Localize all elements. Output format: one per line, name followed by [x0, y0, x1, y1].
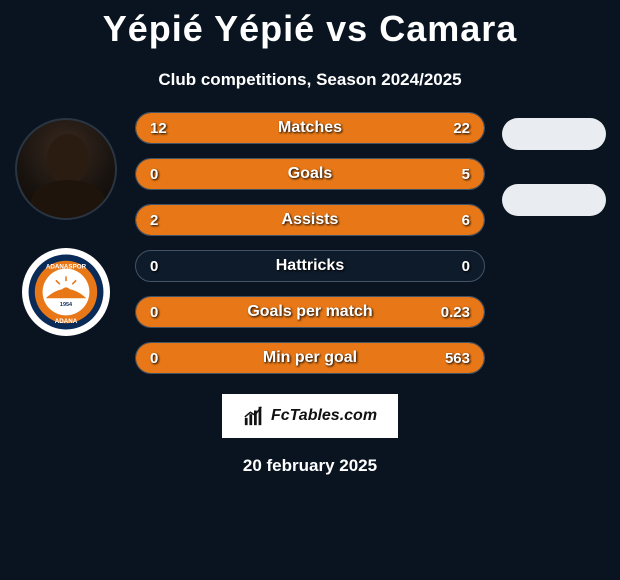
stat-row: 12Matches22 — [135, 112, 485, 144]
stat-right-value: 22 — [453, 120, 470, 137]
brand-badge: FcTables.com — [222, 394, 398, 438]
comparison-area: ADANASPOR 1954 ADANA 12Matches220Goals52… — [0, 112, 620, 374]
chart-icon — [243, 405, 265, 427]
player-avatar-left — [15, 118, 117, 220]
stat-row: 0Min per goal563 — [135, 342, 485, 374]
stat-row: 2Assists6 — [135, 204, 485, 236]
brand-text: FcTables.com — [271, 407, 377, 425]
crest-icon: ADANASPOR 1954 ADANA — [27, 253, 105, 331]
stat-label: Matches — [136, 119, 484, 137]
stat-row: 0Goals5 — [135, 158, 485, 190]
left-column: ADANASPOR 1954 ADANA — [1, 112, 131, 336]
stat-right-value: 0.23 — [441, 304, 470, 321]
footer-date: 20 february 2025 — [0, 456, 620, 476]
club-crest-right-placeholder — [502, 184, 606, 216]
page-title: Yépié Yépié vs Camara — [0, 0, 620, 50]
player-avatar-right-placeholder — [502, 118, 606, 150]
stat-label: Hattricks — [136, 257, 484, 275]
stat-label: Goals per match — [136, 303, 484, 321]
svg-text:ADANA: ADANA — [55, 318, 78, 325]
stat-right-value: 6 — [462, 212, 470, 229]
club-crest-left: ADANASPOR 1954 ADANA — [22, 248, 110, 336]
stat-row: 0Hattricks0 — [135, 250, 485, 282]
stat-rows: 12Matches220Goals52Assists60Hattricks00G… — [135, 112, 485, 374]
stat-right-value: 563 — [445, 350, 470, 367]
right-column — [489, 112, 619, 216]
stat-right-value: 0 — [462, 258, 470, 275]
svg-text:ADANASPOR: ADANASPOR — [46, 264, 87, 271]
stat-label: Goals — [136, 165, 484, 183]
stat-label: Assists — [136, 211, 484, 229]
stat-right-value: 5 — [462, 166, 470, 183]
svg-text:1954: 1954 — [60, 302, 72, 308]
page-subtitle: Club competitions, Season 2024/2025 — [0, 70, 620, 90]
stat-label: Min per goal — [136, 349, 484, 367]
stat-row: 0Goals per match0.23 — [135, 296, 485, 328]
